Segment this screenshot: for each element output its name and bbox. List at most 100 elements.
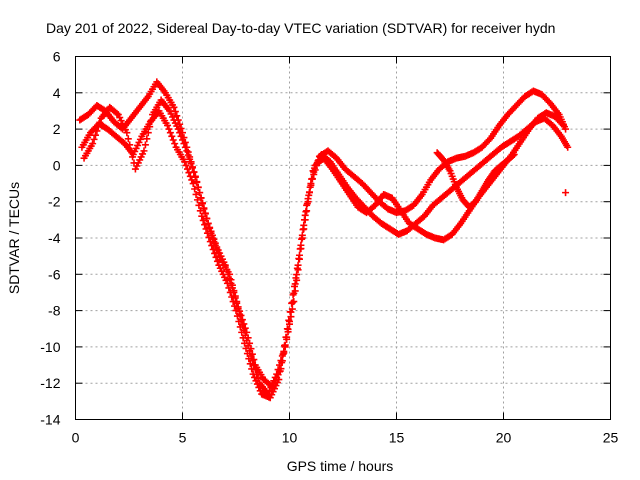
data-point-interp [147,117,155,125]
data-point [286,317,293,325]
data-point-interp [230,287,238,295]
data-point-interp [485,136,493,144]
data-point-interp [307,181,315,189]
x-tick-label: 20 [496,430,512,446]
data-point-interp [210,238,218,246]
data-point [562,125,570,133]
data-point-interp [192,190,200,198]
data-point-interp [201,210,209,218]
y-axis-label: SDTVAR / TECUs [6,182,22,294]
data-point-interp [266,387,274,395]
data-point [189,180,197,188]
data-point-interp [278,357,286,365]
data-point-interp [127,147,135,155]
data-point-interp [236,307,244,315]
data-point-interp [253,380,261,388]
data-point [294,261,302,269]
y-tick-label: -2 [48,194,61,210]
data-point [89,140,97,148]
data-point-interp [126,141,134,149]
data-point-interp [248,350,256,358]
data-point-interp [233,298,241,306]
data-point [226,270,234,278]
data-point [562,189,570,197]
data-point-interp [216,252,224,260]
data-point [208,234,216,242]
data-point [200,205,208,213]
data-point [191,172,199,180]
data-point-interp [191,185,199,193]
series-track-4 [433,149,570,211]
data-point-interp [193,196,201,204]
data-point-interp [201,221,209,229]
data-point-interp [168,132,176,140]
data-point-interp [247,345,255,353]
data-point-interp [188,176,196,184]
data-point-interp [256,387,264,395]
data-point-interp [281,341,289,349]
data-point-interp [235,317,243,325]
data-point-interp [295,251,303,259]
data-point-interp [304,195,312,203]
data-point-interp [204,219,212,227]
data-point-interp [94,123,102,131]
data-point-interp [293,271,301,279]
y-tick-label: -10 [40,339,60,355]
data-point-interp [288,299,296,307]
data-point-interp [211,249,219,257]
data-point-interp [246,339,254,347]
y-tick-label: -14 [40,412,60,428]
x-tick-label: 0 [72,430,80,446]
data-point-interp [238,316,246,324]
data-point [559,121,567,129]
data-point-interp [146,123,154,131]
data-point-interp [188,164,196,172]
data-point-interp [171,140,179,148]
x-tick-label: 25 [603,430,619,446]
y-tick-label: -4 [48,230,61,246]
data-point-interp [241,324,249,332]
data-point [183,147,191,155]
data-point-interp [182,161,190,169]
data-point-interp [93,127,101,135]
data-point [164,121,172,129]
data-point-interp [237,311,245,319]
data-point-interp [144,129,152,137]
data-point-interp [212,253,220,261]
y-tick-label: -6 [48,266,61,282]
data-point-interp [169,136,177,144]
data-point [223,279,231,287]
data-point-interp [228,293,236,301]
data-point-interp [255,383,263,391]
data-point-interp [246,360,254,368]
y-tick-label: 4 [53,85,61,101]
data-point-interp [287,308,295,316]
data-point [243,328,251,336]
data-point-interp [245,355,253,363]
data-point-interp [213,245,221,253]
y-tick-label: -12 [40,375,60,391]
data-point-interp [251,373,259,381]
data-point-interp [214,249,222,257]
data-point-interp [300,221,308,229]
y-tick-label: 6 [53,49,61,65]
data-point-interp [184,151,192,159]
data-point-interp [194,183,202,191]
data-point-interp [197,194,205,202]
data-point-interp [509,151,517,159]
data-point-interp [213,257,221,265]
data-point-interp [165,125,173,133]
data-point-interp [250,356,258,364]
axis-ticks: 0 5 10 15 20 25 -14 -12 -10 -8 -6 -4 -2 0 2 4 6 [40,49,618,446]
y-tick-label: -8 [48,303,61,319]
data-point-interp [141,141,149,149]
data-point-interp [280,349,288,357]
data-point-interp [166,129,174,137]
data-point-interp [297,241,305,249]
data-point-interp [199,216,207,224]
data-point-interp [96,118,104,126]
data-point [277,365,285,373]
data-point-interp [196,189,204,197]
data-point-interp [124,135,132,143]
